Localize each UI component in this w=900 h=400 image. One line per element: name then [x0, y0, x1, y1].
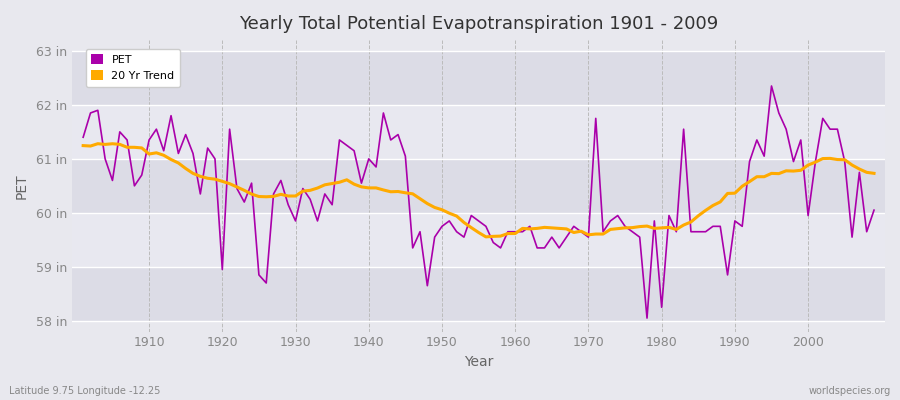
Text: worldspecies.org: worldspecies.org [809, 386, 891, 396]
Bar [72, 213, 885, 267]
Bar [72, 105, 885, 159]
Y-axis label: PET: PET [15, 173, 29, 199]
Text: Latitude 9.75 Longitude -12.25: Latitude 9.75 Longitude -12.25 [9, 386, 160, 396]
X-axis label: Year: Year [464, 355, 493, 369]
Title: Yearly Total Potential Evapotranspiration 1901 - 2009: Yearly Total Potential Evapotranspiratio… [239, 15, 718, 33]
Bar [72, 51, 885, 105]
Legend: PET, 20 Yr Trend: PET, 20 Yr Trend [86, 48, 180, 87]
Bar [72, 159, 885, 213]
Bar [72, 267, 885, 321]
